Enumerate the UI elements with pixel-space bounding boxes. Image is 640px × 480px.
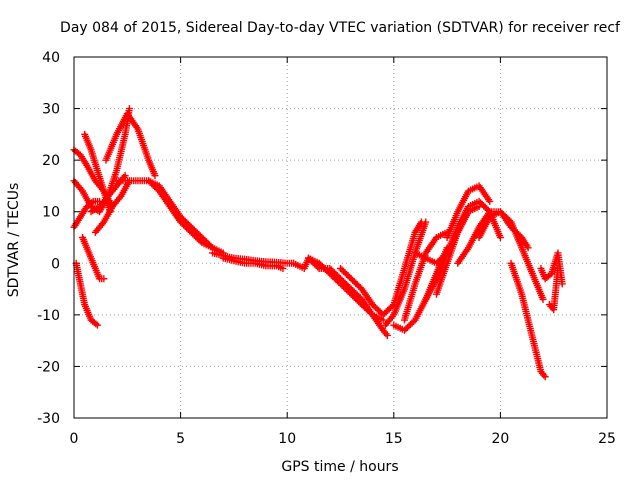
data-point (196, 237, 204, 245)
series-track-22 (443, 182, 494, 241)
series-track-16 (337, 218, 426, 319)
data-point (554, 264, 562, 272)
x-tick-label: 5 (176, 431, 185, 447)
y-tick-label: -10 (37, 308, 60, 324)
tick-labels: 0 5 10 15 20 25 -30 -20 -10 0 10 20 30 40 (37, 50, 616, 447)
series-track-17 (381, 218, 430, 329)
series-track-27 (537, 249, 566, 288)
data-point (125, 105, 133, 113)
data-point (100, 275, 108, 283)
data-point (486, 197, 494, 205)
data-point (496, 234, 504, 241)
series-track-11 (145, 177, 217, 252)
y-tick-label: 0 (51, 256, 60, 272)
series-track-26 (507, 259, 549, 381)
grid (74, 57, 607, 418)
data-points (70, 105, 566, 381)
plot-frame (73, 56, 608, 419)
data-point (279, 264, 287, 272)
y-tick-label: 40 (42, 50, 60, 66)
series-track-23 (432, 203, 483, 298)
x-axis-label: GPS time / hours (281, 459, 398, 475)
series-track-28 (545, 264, 562, 314)
data-point (88, 199, 96, 207)
y-tick-label: -30 (37, 411, 60, 427)
series-track-4 (72, 259, 101, 329)
data-point (367, 309, 375, 317)
x-tick-label: 15 (385, 431, 403, 447)
data-point (475, 203, 483, 211)
y-tick-label: 20 (42, 153, 60, 169)
x-tick-label: 0 (70, 431, 79, 447)
series-track-15 (305, 254, 387, 324)
series-track-5 (79, 234, 108, 283)
y-tick-label: -20 (37, 359, 60, 375)
data-point (539, 295, 547, 303)
x-tick-label: 10 (278, 431, 296, 447)
y-axis-label: SDTVAR / TECUs (6, 183, 22, 298)
series-track-10 (113, 177, 227, 257)
series-track-25 (475, 208, 547, 303)
data-point (422, 218, 430, 226)
axes (73, 56, 608, 419)
x-tick-label: 25 (598, 431, 616, 447)
data-point (524, 244, 532, 252)
data-point (541, 373, 549, 381)
chart-title: Day 084 of 2015, Sidereal Day-to-day VTE… (60, 20, 621, 36)
x-tick-label: 20 (491, 431, 509, 447)
data-point (92, 320, 100, 328)
series-track-13 (219, 254, 287, 272)
data-point (383, 331, 391, 339)
y-tick-label: 30 (42, 102, 60, 118)
series-track-9 (102, 110, 159, 180)
data-point (93, 321, 101, 329)
series-track-8 (91, 177, 133, 236)
data-point (558, 280, 566, 288)
data-point (388, 302, 396, 310)
y-tick-label: 10 (42, 205, 60, 221)
data-point (151, 172, 159, 180)
